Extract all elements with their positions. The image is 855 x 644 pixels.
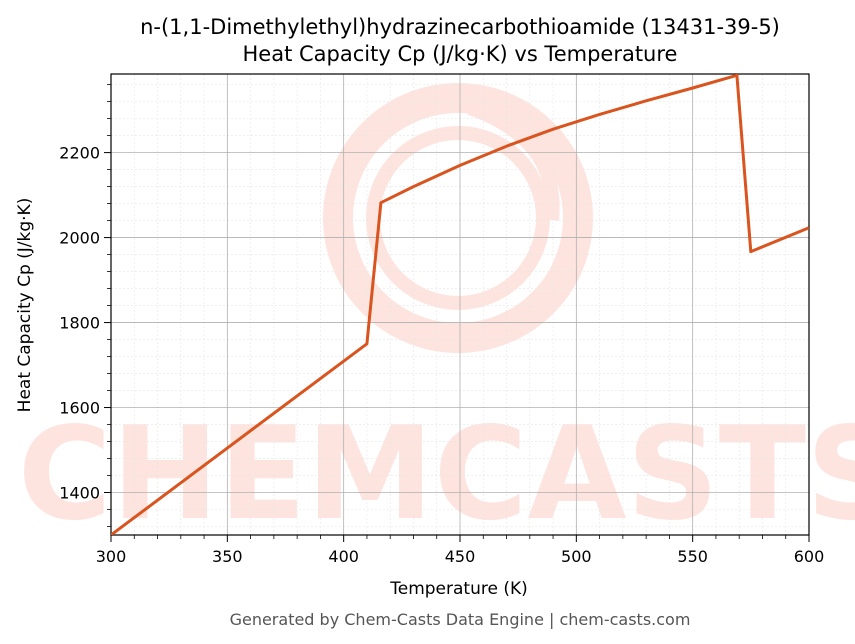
y-tick-label: 1600 <box>59 399 100 418</box>
y-tick-label: 2200 <box>59 144 100 163</box>
x-tick-label: 450 <box>445 547 476 566</box>
grid <box>110 74 810 535</box>
x-tick-label: 600 <box>794 547 825 566</box>
x-axis-label: Temperature (K) <box>389 579 528 599</box>
watermark-logo-icon <box>323 83 593 353</box>
axes: 300 350 400 450 500 550 600 1400 1600 1800 2000 220… <box>59 73 825 566</box>
x-tick-label: 500 <box>561 547 592 566</box>
series-line-group <box>111 74 809 535</box>
series-line <box>111 74 809 535</box>
x-tick-label: 350 <box>212 547 243 566</box>
x-tick-label: 550 <box>677 547 708 566</box>
chart-title-line1: n-(1,1-Dimethylethyl)hydrazinecarbothioa… <box>140 15 780 39</box>
footer-credit: Generated by Chem-Casts Data Engine | ch… <box>230 610 691 629</box>
chemcasts-watermark: CHEMCASTS <box>18 83 855 549</box>
chart-title-line2: Heat Capacity Cp (J/kg·K) vs Temperature <box>243 42 678 66</box>
y-tick-label: 2000 <box>59 229 100 248</box>
y-axis-label: Heat Capacity Cp (J/kg·K) <box>15 198 35 413</box>
y-tick-label: 1800 <box>59 314 100 333</box>
y-tick-label: 1400 <box>59 484 100 503</box>
x-tick-label: 400 <box>328 547 359 566</box>
x-tick-label: 300 <box>96 547 127 566</box>
